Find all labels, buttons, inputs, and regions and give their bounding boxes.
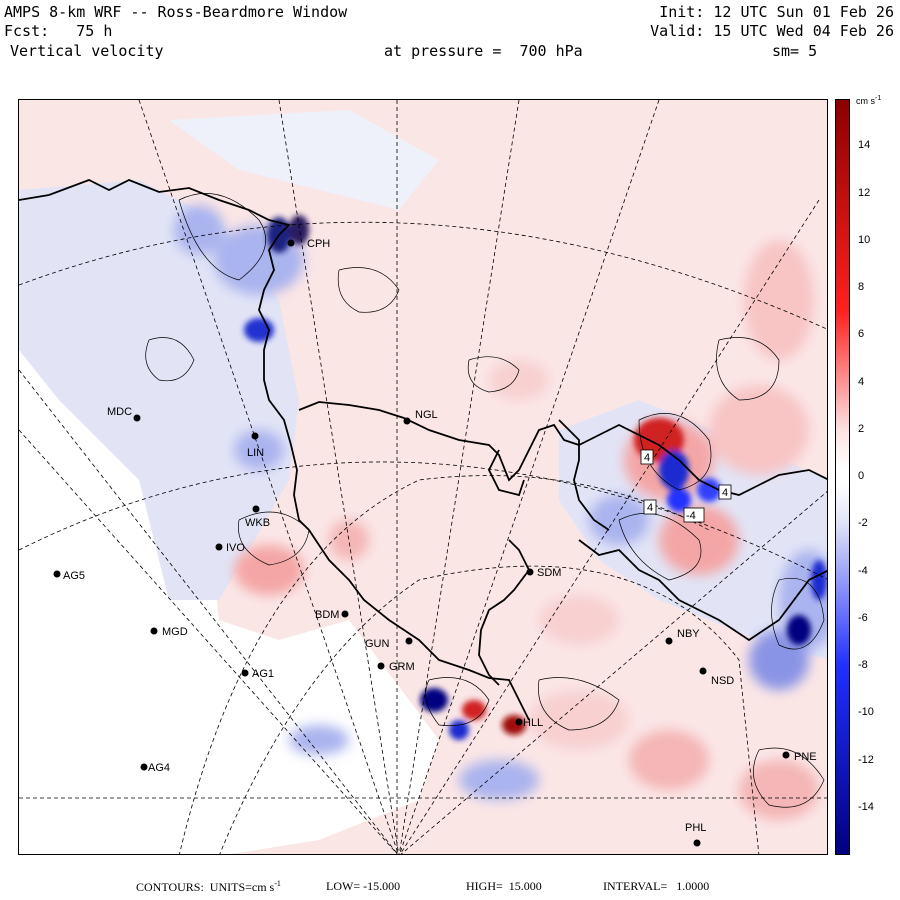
colorbar-tick-label: -6: [858, 611, 868, 624]
svg-text:MGD: MGD: [162, 626, 188, 638]
colorbar-tick-label: -4: [858, 564, 868, 577]
svg-text:AG5: AG5: [63, 570, 85, 582]
contour-label: 4: [722, 487, 728, 499]
station-ngl: NGL: [403, 409, 438, 425]
contour-lines: [145, 193, 825, 808]
colorbar-tick-label: 10: [858, 233, 871, 246]
svg-text:GUN: GUN: [365, 638, 390, 650]
svg-text:LIN: LIN: [247, 447, 264, 459]
contour-label: 4: [644, 452, 650, 464]
station-sdm: SDM: [526, 567, 561, 579]
smoothing: sm= 5: [772, 42, 818, 60]
contour-label-group: 4 4 4 -4: [640, 449, 732, 523]
svg-text:HLL: HLL: [523, 717, 543, 729]
station-gun: GUN: [365, 637, 413, 650]
map-canvas: 4 4 4 -4 CPH MDC NGL LIN WKB IVO AG5 SDM…: [19, 100, 827, 854]
svg-text:IVO: IVO: [226, 542, 245, 554]
model-title: AMPS 8-km WRF -- Ross-Beardmore Window: [4, 3, 348, 21]
svg-text:AG1: AG1: [252, 668, 274, 680]
latitude-circles: [19, 221, 827, 854]
station-mgd: MGD: [150, 626, 188, 638]
colorbar-tick-label: -8: [858, 659, 868, 671]
station-cph: CPH: [287, 238, 330, 250]
weak-descent-north: [169, 110, 439, 210]
station-ivo: IVO: [215, 542, 245, 554]
station-ag1: AG1: [241, 668, 274, 680]
svg-text:WKB: WKB: [245, 517, 270, 529]
station-bdm: BDM: [315, 609, 349, 621]
map-panel: 4 4 4 -4 CPH MDC NGL LIN WKB IVO AG5 SDM…: [18, 99, 828, 855]
contour-label: -4: [686, 510, 696, 522]
colorbar-tick-label: -14: [858, 800, 874, 813]
footer-high: HIGH= 15.000: [466, 879, 542, 893]
field-name: Vertical velocity: [10, 42, 164, 60]
svg-text:PNE: PNE: [794, 751, 817, 763]
svg-text:CPH: CPH: [307, 238, 330, 250]
station-nby: NBY: [665, 628, 700, 645]
station-ag4: AG4: [140, 762, 170, 774]
station-lin: LIN: [247, 432, 264, 459]
station-pne: PNE: [782, 751, 817, 763]
svg-text:MDC: MDC: [107, 406, 132, 418]
station-nsd: NSD: [699, 667, 734, 687]
svg-text:NBY: NBY: [677, 628, 700, 640]
svg-text:PHL: PHL: [685, 822, 706, 834]
svg-text:NSD: NSD: [711, 675, 734, 687]
svg-text:AG4: AG4: [148, 762, 170, 774]
colorbar-unit: cm s-1: [856, 95, 882, 106]
svg-text:BDM: BDM: [315, 609, 339, 621]
colorbar-tick-label: 2: [858, 422, 865, 435]
colorbar: [835, 99, 850, 855]
valid-time: Valid: 15 UTC Wed 04 Feb 26: [650, 22, 894, 40]
station-markers: CPH MDC NGL LIN WKB IVO AG5 SDM BDM MGD …: [53, 238, 817, 847]
colorbar-tick-label: 4: [858, 375, 865, 388]
init-time: Init: 12 UTC Sun 01 Feb 26: [659, 3, 894, 21]
station-phl: PHL: [685, 822, 706, 847]
svg-text:SDM: SDM: [537, 567, 561, 579]
meridians: [19, 100, 827, 854]
coastlines: [19, 179, 827, 721]
field-blobs: [174, 205, 827, 820]
footer-contours: CONTOURS: UNITS=cm s-1: [136, 879, 281, 894]
colorbar-tick-label: -10: [858, 706, 874, 719]
colorbar-tick-label: 14: [858, 139, 871, 152]
colorbar-tick-label: -2: [858, 517, 868, 530]
footer-low: LOW= -15.000: [326, 879, 401, 893]
station-hll: HLL: [515, 717, 543, 729]
colorbar-tick-label: 8: [858, 281, 865, 293]
forecast-hour: Fcst: 75 h: [4, 22, 113, 40]
station-wkb: WKB: [245, 505, 270, 529]
colorbar-tick-label: 12: [858, 186, 871, 199]
pressure-level: at pressure = 700 hPa: [384, 42, 583, 60]
colorbar-tick-label: -12: [858, 753, 874, 766]
svg-text:NGL: NGL: [415, 409, 438, 421]
contour-label: 4: [647, 502, 653, 514]
station-grm: GRM: [377, 661, 415, 673]
svg-text:GRM: GRM: [389, 661, 415, 673]
station-mdc: MDC: [107, 406, 141, 422]
footer-interval: INTERVAL= 1.0000: [603, 879, 710, 893]
colorbar-tick-label: 0: [858, 470, 865, 482]
colorbar-tick-label: 6: [858, 328, 865, 341]
station-ag5: AG5: [53, 570, 85, 582]
